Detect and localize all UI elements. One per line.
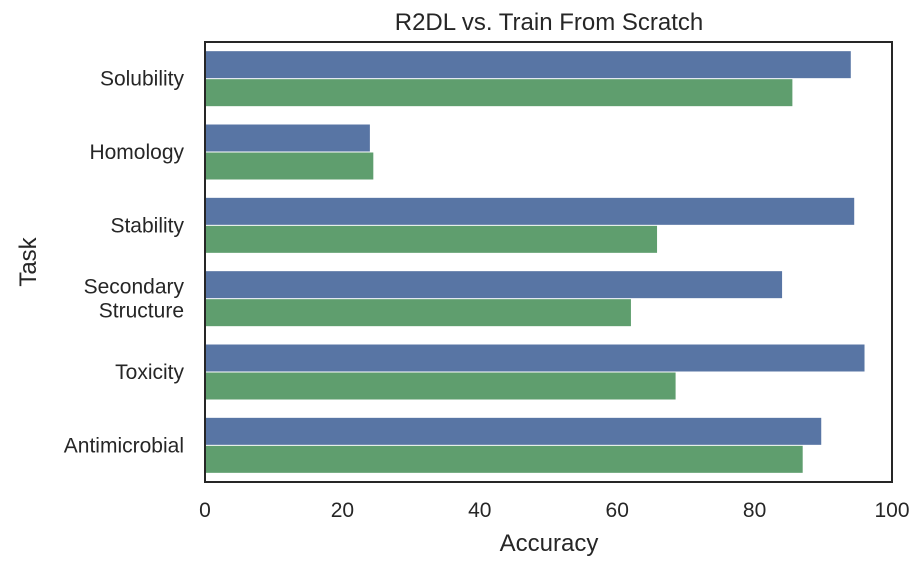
bar-series1-cat4: [205, 271, 783, 299]
y-tick-label: Stability: [110, 214, 184, 237]
bar-series1-cat2: [205, 124, 370, 152]
x-tick-label: 100: [874, 499, 909, 522]
x-tick-label: 20: [331, 499, 354, 522]
bar-series1-cat3: [205, 197, 855, 225]
y-tick-label: Secondary: [84, 276, 185, 299]
x-tick-labels: 0 20 40 60 80 100: [199, 499, 909, 522]
plot-frame: [204, 41, 893, 483]
x-tick-label: 0: [199, 499, 211, 522]
y-tick-labels: Solubility Homology Stability SecondaryStru…: [64, 68, 185, 458]
x-tick-label: 60: [606, 499, 629, 522]
x-tick-label: 40: [468, 499, 491, 522]
y-axis-label: Task: [15, 236, 42, 286]
y-tick-label: Antimicrobial: [64, 434, 184, 457]
bar-series2-cat2: [205, 152, 374, 180]
bars-group: [205, 51, 865, 473]
bar-series2-cat5: [205, 372, 676, 400]
y-tick-label: Homology: [89, 141, 184, 164]
y-tick-label: Toxicity: [115, 361, 184, 384]
x-axis-label: Accuracy: [500, 530, 599, 557]
bar-series1-cat1: [205, 51, 851, 79]
y-tick-label: Structure: [99, 300, 184, 323]
bar-series1-cat5: [205, 344, 865, 372]
bar-series2-cat6: [205, 445, 803, 473]
chart-title: R2DL vs. Train From Scratch: [395, 9, 704, 36]
bar-series2-cat3: [205, 225, 658, 253]
bar-series2-cat1: [205, 79, 793, 107]
bar-series2-cat4: [205, 299, 631, 327]
bar-series1-cat6: [205, 417, 822, 445]
x-tick-label: 80: [743, 499, 766, 522]
y-tick-label: Solubility: [100, 68, 185, 91]
